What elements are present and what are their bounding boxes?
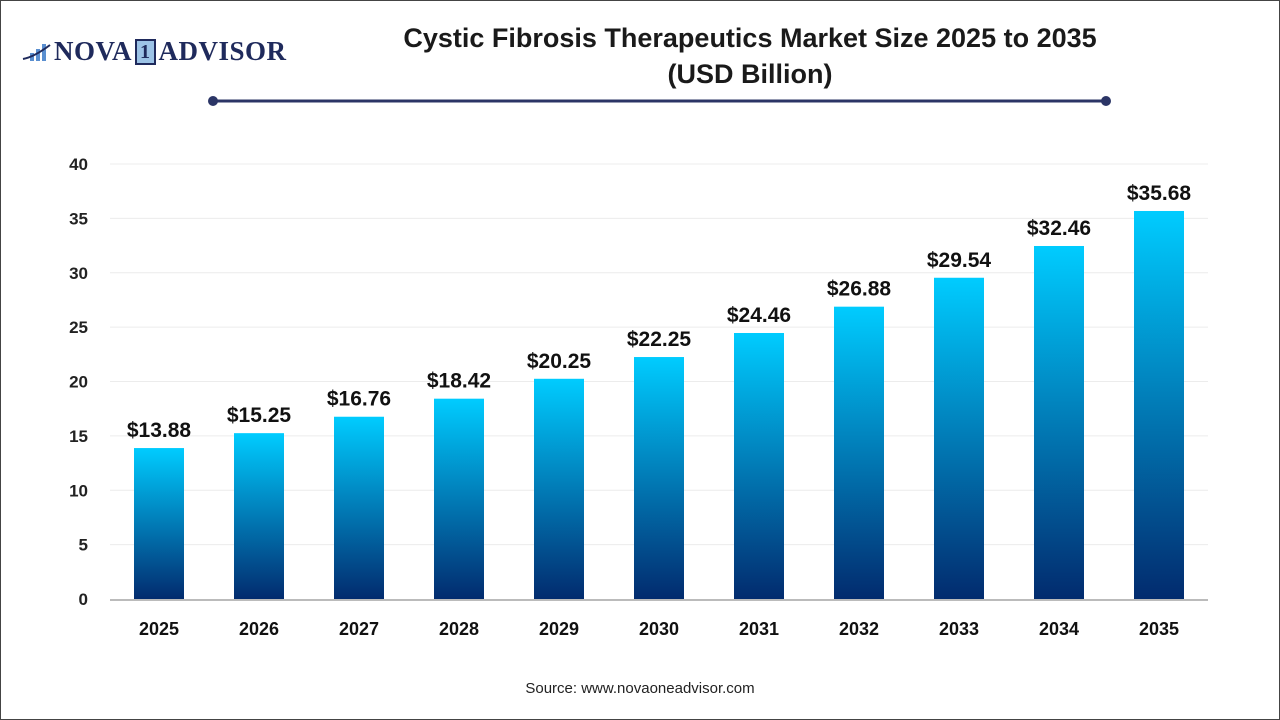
bar-2030	[634, 357, 684, 599]
title-rule-dot-right	[1101, 96, 1111, 106]
data-label: $22.25	[627, 328, 692, 351]
x-tick-label: 2035	[1139, 619, 1179, 639]
data-label: $24.46	[727, 304, 791, 327]
data-label: $32.46	[1027, 217, 1091, 240]
bar-2033	[934, 277, 984, 599]
x-tick-label: 2028	[439, 619, 479, 639]
data-label: $26.88	[827, 278, 892, 301]
x-tick-label: 2029	[539, 619, 579, 639]
y-tick-label: 35	[69, 209, 88, 228]
bar-chart-logo-icon	[22, 43, 51, 61]
bar-2034	[1034, 245, 1084, 599]
y-tick-label: 15	[69, 427, 88, 446]
chart-title: Cystic Fibrosis Therapeutics Market Size…	[300, 20, 1200, 92]
data-label: $16.76	[327, 388, 391, 411]
y-tick-label: 5	[79, 536, 88, 555]
y-tick-label: 10	[69, 481, 88, 500]
x-tick-label: 2026	[239, 619, 279, 639]
source-note: Source: www.novaoneadvisor.com	[525, 680, 755, 697]
data-label: $15.25	[227, 404, 292, 427]
data-label: $13.88	[127, 419, 192, 442]
data-label: $18.42	[427, 370, 491, 393]
bar-2031	[734, 332, 784, 599]
y-tick-label: 20	[69, 373, 88, 392]
bar-2032	[834, 306, 884, 599]
bar-2026	[234, 433, 284, 599]
title-line-2: (USD Billion)	[667, 59, 833, 89]
data-label: $20.25	[527, 350, 592, 373]
title-line-1: Cystic Fibrosis Therapeutics Market Size…	[403, 23, 1097, 53]
data-label: $35.68	[1127, 182, 1192, 205]
x-tick-label: 2025	[139, 619, 179, 639]
x-tick-label: 2033	[939, 619, 979, 639]
bar-2025	[134, 448, 184, 599]
bar-2029	[534, 378, 584, 599]
x-tick-label: 2027	[339, 619, 379, 639]
y-tick-label: 25	[69, 318, 88, 337]
logo-text-advisor: ADVISOR	[158, 36, 287, 66]
logo-text-one: 1	[135, 38, 156, 65]
logo: NOVA 1 ADVISOR	[22, 36, 287, 67]
x-tick-label: 2030	[639, 619, 679, 639]
title-rule-dot-left	[208, 96, 218, 106]
x-tick-label: 2032	[839, 619, 879, 639]
y-tick-label: 0	[79, 590, 88, 609]
bar-2027	[334, 416, 384, 599]
y-tick-label: 30	[69, 264, 88, 283]
bar-2028	[434, 398, 484, 599]
x-tick-label: 2031	[739, 619, 779, 639]
x-tick-label: 2034	[1039, 619, 1079, 639]
y-tick-label: 40	[69, 155, 88, 174]
data-label: $29.54	[927, 249, 992, 272]
logo-text-nova: NOVA	[54, 36, 133, 66]
bar-2035	[1134, 210, 1184, 600]
